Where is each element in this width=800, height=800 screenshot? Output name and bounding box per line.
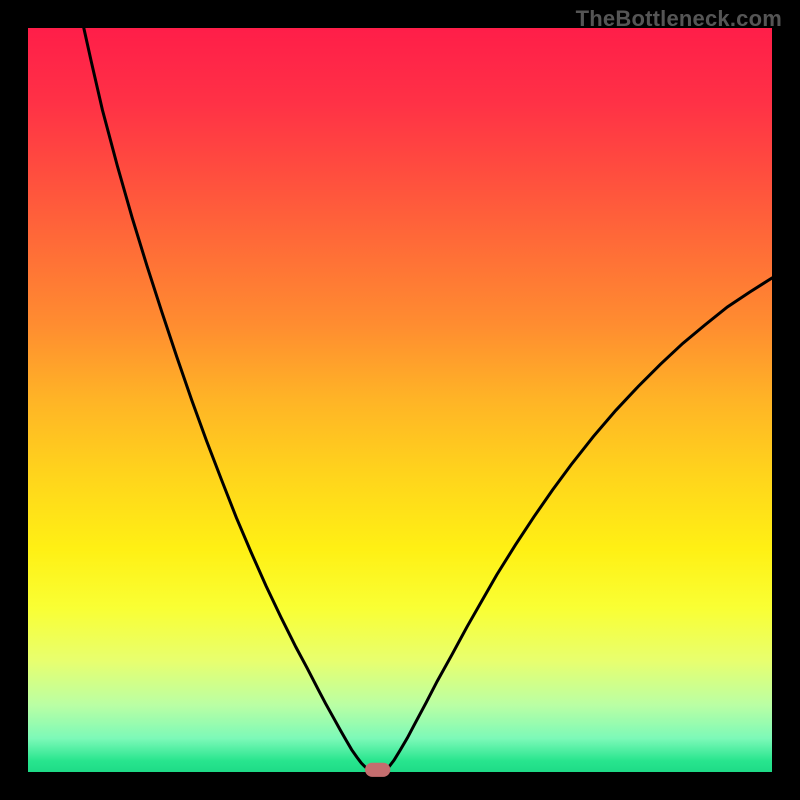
valley-marker	[365, 763, 390, 777]
chart-svg	[0, 0, 800, 800]
chart-frame: TheBottleneck.com	[0, 0, 800, 800]
plot-background	[28, 28, 772, 772]
watermark-text: TheBottleneck.com	[576, 6, 782, 32]
